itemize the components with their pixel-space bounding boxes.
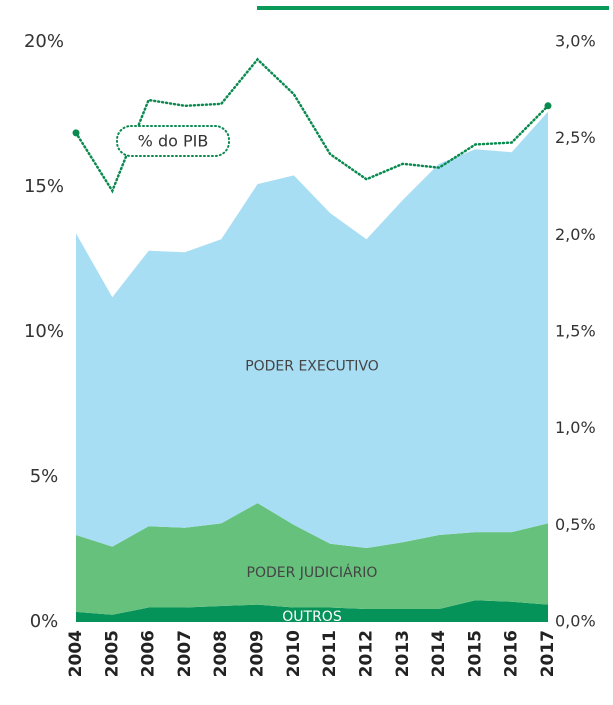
area — [76, 503, 548, 615]
x-tick-label: 2011 — [320, 630, 340, 677]
line — [74, 57, 550, 194]
y-tick-label: 20% — [24, 31, 64, 52]
end-dot — [72, 129, 80, 137]
y2-tick-label: 2,0% — [555, 225, 596, 244]
x-tick-label: 2005 — [102, 630, 122, 677]
x-tick-label: 2014 — [429, 630, 449, 677]
end-dot — [544, 102, 552, 110]
y2-tick-label: 3,0% — [555, 32, 596, 51]
x-tick-label: 2013 — [393, 630, 413, 677]
area — [76, 111, 548, 549]
area-label: OUTROS — [282, 609, 342, 625]
x-tick-label: 2008 — [211, 630, 231, 677]
x-tick-label: 2015 — [465, 630, 485, 677]
y-tick-label: 15% — [24, 176, 64, 197]
x-tick-label: 2016 — [502, 630, 522, 677]
area — [76, 600, 548, 622]
y-tick-label: 0% — [30, 611, 59, 632]
y2-tick-label: 0,5% — [555, 515, 596, 534]
annotation-box — [116, 125, 230, 157]
y2-tick-label: 2,5% — [555, 128, 596, 147]
annotation: % do PIB — [138, 132, 209, 151]
x-tick-label: 2012 — [356, 630, 376, 677]
y-tick-label: 5% — [30, 466, 59, 487]
y2-tick-label: 0,0% — [555, 612, 596, 631]
y2-tick-label: 1,0% — [555, 418, 596, 437]
y2-tick-label: 1,5% — [555, 322, 596, 341]
x-tick-label: 2004 — [66, 630, 86, 677]
x-tick-label: 2017 — [538, 630, 558, 677]
x-tick-label: 2006 — [139, 630, 159, 677]
area-label: PODER EXECUTIVO — [245, 358, 379, 374]
area-label: PODER JUDICIÁRIO — [247, 564, 378, 581]
x-tick-label: 2007 — [175, 630, 195, 677]
x-tick-label: 2009 — [248, 630, 268, 677]
x-tick-label: 2010 — [284, 630, 304, 677]
y-tick-label: 10% — [24, 321, 64, 342]
